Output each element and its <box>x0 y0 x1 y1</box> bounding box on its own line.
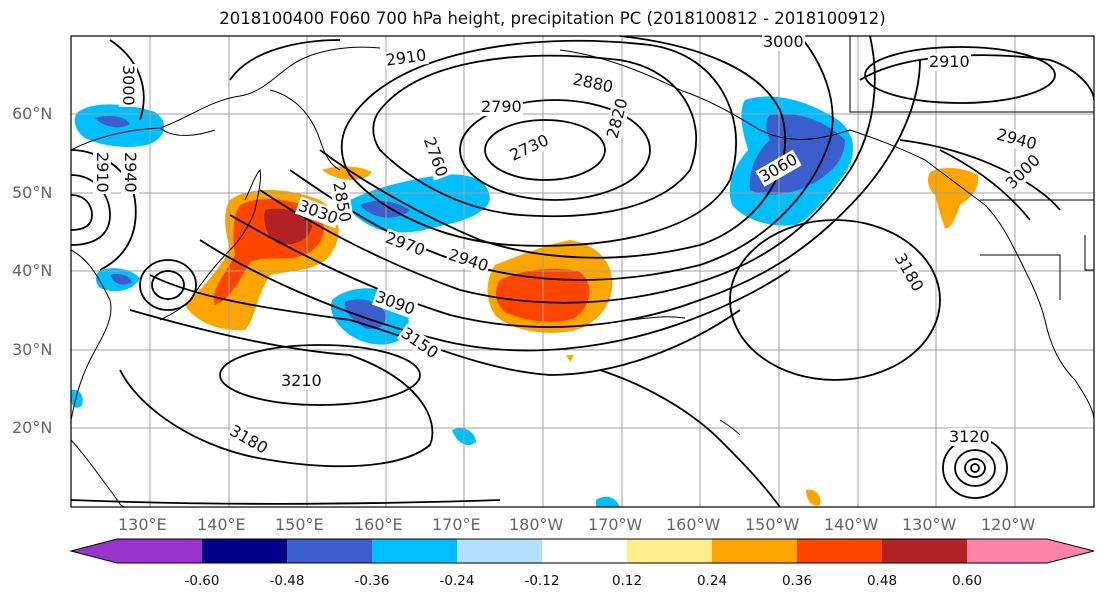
contour-label: 2940 <box>121 151 140 194</box>
lon-label: 160°W <box>666 515 721 534</box>
colorbar-bin <box>967 539 1047 563</box>
colorbar-bin <box>882 539 967 563</box>
colorbar-bin <box>202 539 287 563</box>
colorbar-bin <box>712 539 797 563</box>
map-frame <box>70 35 1095 508</box>
colorbar-tick-label: -0.36 <box>354 573 390 589</box>
lat-label: 20°N <box>12 418 53 437</box>
colorbar-tick-label: -0.48 <box>269 573 305 589</box>
colorbar-bin <box>372 539 457 563</box>
lat-label: 30°N <box>12 340 53 359</box>
negative-anomaly-north-pacific <box>348 174 490 233</box>
colorbar-tick-label: -0.60 <box>184 573 220 589</box>
contour-label: 3000 <box>119 64 138 107</box>
lon-label: 120°W <box>981 515 1036 534</box>
lon-label: 130°E <box>118 515 167 534</box>
lat-label: 40°N <box>12 261 53 280</box>
colorbar-extend-high <box>1047 539 1094 563</box>
colorbar-tick-label: 0.60 <box>951 573 983 589</box>
contour-label: 2910 <box>93 151 112 194</box>
colorbar-tick-label: -0.24 <box>439 573 475 589</box>
lon-label: 180°W <box>509 515 564 534</box>
map-title: 2018100400 F060 700 hPa height, precipit… <box>219 9 886 28</box>
contour-label: 3210 <box>280 371 323 390</box>
colorbar-bin <box>627 539 712 563</box>
colorbar-tick-label: -0.12 <box>524 573 560 589</box>
lon-label: 140°W <box>824 515 879 534</box>
lon-label: 150°W <box>745 515 800 534</box>
colorbar-extend-low <box>71 539 117 563</box>
colorbar-bin <box>117 539 202 563</box>
lat-label: 50°N <box>12 183 53 202</box>
lon-label: 170°W <box>588 515 643 534</box>
anomaly-shading <box>71 96 979 507</box>
colorbar-bin <box>542 539 627 563</box>
contour-label: 3000 <box>762 32 805 51</box>
lon-label: 140°E <box>197 515 246 534</box>
colorbar <box>69 538 1095 564</box>
contour-label: 2790 <box>480 97 523 116</box>
colorbar-bin <box>797 539 882 563</box>
colorbar-bin <box>457 539 542 563</box>
colorbar-bin <box>287 539 372 563</box>
lon-label: 150°E <box>275 515 324 534</box>
coastlines <box>71 36 1094 507</box>
colorbar-tick-label: 0.48 <box>866 573 898 589</box>
lon-label: 130°W <box>902 515 957 534</box>
colorbar-tick-label: 0.24 <box>696 573 728 589</box>
colorbar-tick-label: 0.36 <box>781 573 813 589</box>
lon-label: 160°E <box>354 515 403 534</box>
lon-label: 170°E <box>432 515 481 534</box>
lat-label: 60°N <box>12 104 53 123</box>
contour-label: 2910 <box>928 52 971 71</box>
colorbar-tick-label: 0.12 <box>611 573 643 589</box>
contour-label: 3120 <box>948 427 991 446</box>
